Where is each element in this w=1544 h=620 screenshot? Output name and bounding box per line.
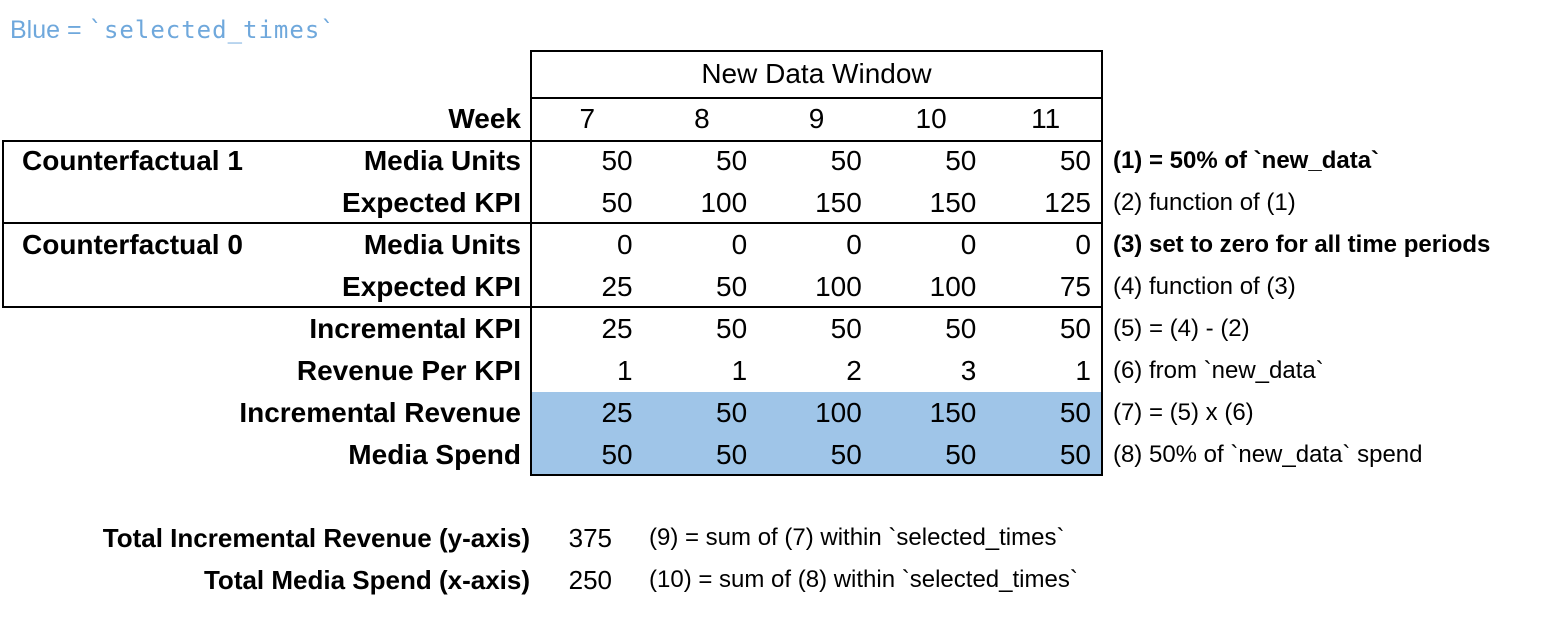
total-incremental-revenue-label: Total Incremental Revenue (y-axis) [102,523,530,553]
table-cell: 0 [1075,229,1091,260]
table-cell: 25 [601,313,633,344]
annotation-8: (8) 50% of `new_data` spend [1112,441,1423,468]
table-cell: 1 [617,355,633,386]
table-cell: 1 [1075,355,1091,386]
table-cell: 2 [846,355,862,386]
table-cell-highlighted: 25 [530,392,645,434]
table-cell: 100 [929,271,977,302]
table-cell: 0 [846,229,862,260]
spacer [0,50,530,97]
table-cell-highlighted: 50 [644,434,760,476]
table-cell-highlighted: 50 [873,434,989,476]
total-media-spend-value: 250 [568,565,612,595]
divider-between-groups [2,222,530,224]
divider-cf1-cf0 [532,222,1101,224]
table-cell-highlighted: 50 [988,434,1103,476]
week-label-cell: Week [0,97,530,140]
window-header: New Data Window [701,57,932,89]
row-label-cell: Expected KPI [0,182,530,224]
table-cell-highlighted: 50 [644,392,760,434]
annotation-4: (4) function of (3) [1112,273,1296,300]
row-label-cell: Counterfactual 1 Media Units [0,140,530,182]
row-label: Incremental KPI [309,313,521,344]
table-cell: 50 [830,313,862,344]
table-cell: 0 [731,229,748,260]
table-cell: 0 [960,229,977,260]
table-cell: 50 [1059,145,1091,176]
total-media-spend-label: Total Media Spend (x-axis) [203,565,530,595]
table-cell: 3 [960,355,977,386]
annotation-2: (2) function of (1) [1112,189,1296,216]
table-cell: 150 [929,187,977,218]
table-cell: 1 [731,355,748,386]
table-cell-highlighted: 150 [873,392,989,434]
annotation-6: (6) from `new_data` [1112,357,1324,384]
table-cell: 50 [1059,313,1091,344]
totals-section: Total Incremental Revenue (y-axis) 375 (… [0,517,1078,601]
table-cell: 100 [700,187,748,218]
row-label: Media Spend [348,439,521,470]
table-cell: 50 [716,313,748,344]
table-cell-highlighted: 50 [988,392,1103,434]
annotation-3: (3) set to zero for all time periods [1112,231,1491,258]
week-cell: 8 [694,102,710,134]
row-label: Expected KPI [342,187,521,218]
counterfactual-table: New Data Window Week 7 8 9 10 11 Counter… [0,50,1544,476]
divider-below-cf0 [532,306,1101,308]
week-label: Week [448,102,521,134]
annotation-10: (10) = sum of (8) within `selected_times… [649,566,1078,593]
row-label: Incremental Revenue [239,397,521,428]
legend-code: `selected_times` [88,16,336,44]
table-cell: 75 [1059,271,1091,302]
legend-prefix: Blue = [10,16,89,44]
row-label-cell: Incremental KPI [0,308,530,350]
row-label-cell: Revenue Per KPI [0,350,530,392]
total-incremental-revenue-value: 375 [568,523,612,553]
row-label-cell: Counterfactual 0 Media Units [0,224,530,266]
annotation-1: (1) = 50% of `new_data` [1112,147,1380,174]
table-cell: 50 [601,145,633,176]
table-cell: 50 [716,271,748,302]
table-cell-highlighted: 100 [759,392,874,434]
table-cell-highlighted: 50 [530,434,645,476]
week-cell: 7 [579,102,596,134]
table-cell: 50 [945,313,977,344]
table-cell: 125 [1044,187,1091,218]
group-label-counterfactual-1: Counterfactual 1 [22,145,243,176]
annotation-7: (7) = (5) x (6) [1112,399,1254,426]
table-cell: 50 [830,145,862,176]
row-label: Expected KPI [342,271,521,302]
row-label: Media Units [363,229,521,260]
divider-below-header [532,97,1101,99]
table-cell: 25 [601,271,633,302]
row-label: Media Units [363,145,521,176]
annotation-9: (9) = sum of (7) within `selected_times` [649,524,1065,551]
table-cell: 50 [945,145,977,176]
row-label-cell: Media Spend [0,434,530,476]
week-cell: 10 [915,102,947,134]
row-label-cell: Incremental Revenue [0,392,530,434]
table-cell: 100 [815,271,862,302]
row-label-cell: Expected KPI [0,266,530,308]
table-cell: 150 [815,187,862,218]
table-cell: 50 [716,145,748,176]
legend-note: Blue = `selected_times` [10,16,336,45]
row-label: Revenue Per KPI [296,355,521,386]
week-cell: 9 [808,102,825,134]
table-cell: 50 [601,187,633,218]
table-cell: 0 [617,229,633,260]
annotation-5: (5) = (4) - (2) [1112,315,1250,342]
divider-below-week [532,140,1101,142]
week-cell: 11 [1031,102,1061,134]
spacer [1103,97,1544,140]
group-label-counterfactual-0: Counterfactual 0 [22,229,243,260]
spacer [1103,50,1544,97]
table-cell-highlighted: 50 [759,434,874,476]
